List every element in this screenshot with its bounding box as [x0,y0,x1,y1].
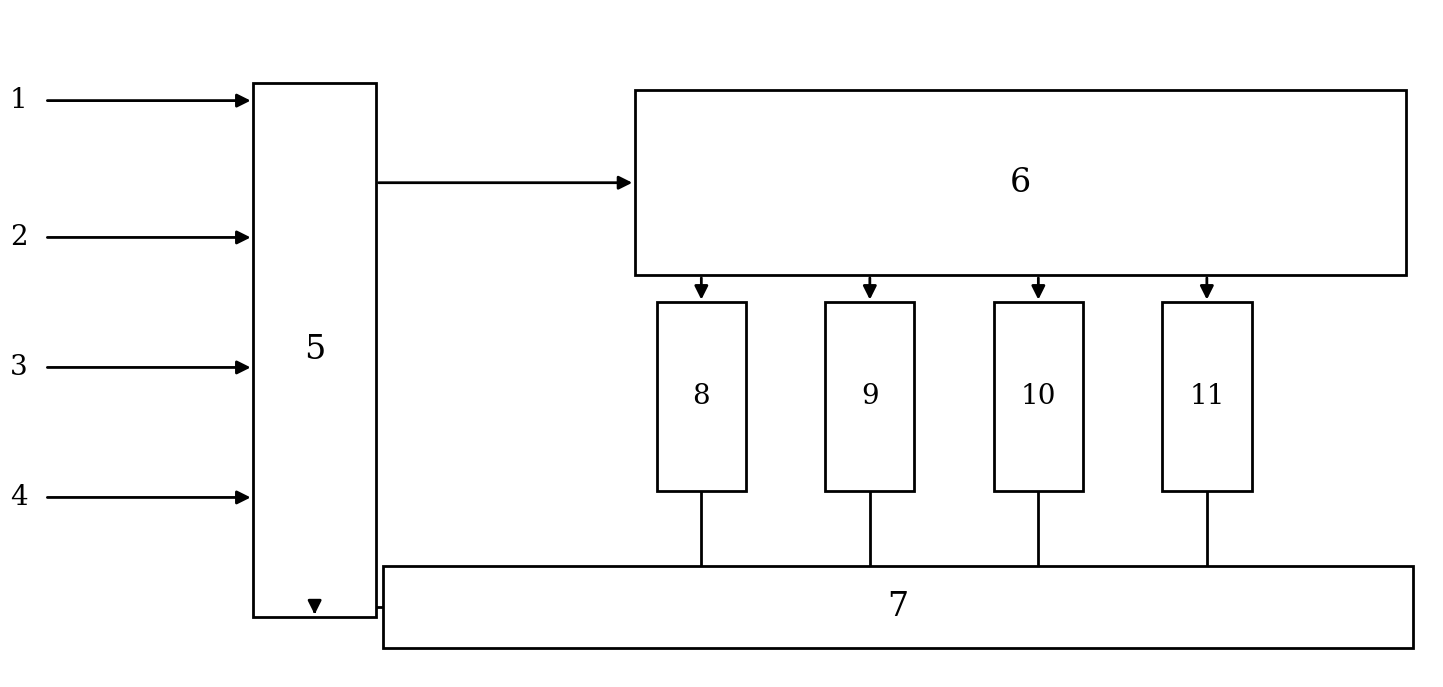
Text: 4: 4 [10,484,27,511]
Text: 5: 5 [304,335,325,366]
Text: 11: 11 [1189,383,1225,410]
Text: 7: 7 [887,591,909,623]
Text: 1: 1 [10,87,27,114]
FancyBboxPatch shape [382,566,1413,648]
Text: 6: 6 [1010,167,1030,199]
Text: 3: 3 [10,354,27,381]
FancyBboxPatch shape [994,302,1084,491]
Text: 8: 8 [693,383,710,410]
FancyBboxPatch shape [657,302,746,491]
FancyBboxPatch shape [635,90,1405,275]
Text: 10: 10 [1020,383,1056,410]
Text: 2: 2 [10,224,27,251]
FancyBboxPatch shape [254,84,375,617]
FancyBboxPatch shape [825,302,915,491]
FancyBboxPatch shape [1162,302,1251,491]
Text: 9: 9 [861,383,879,410]
